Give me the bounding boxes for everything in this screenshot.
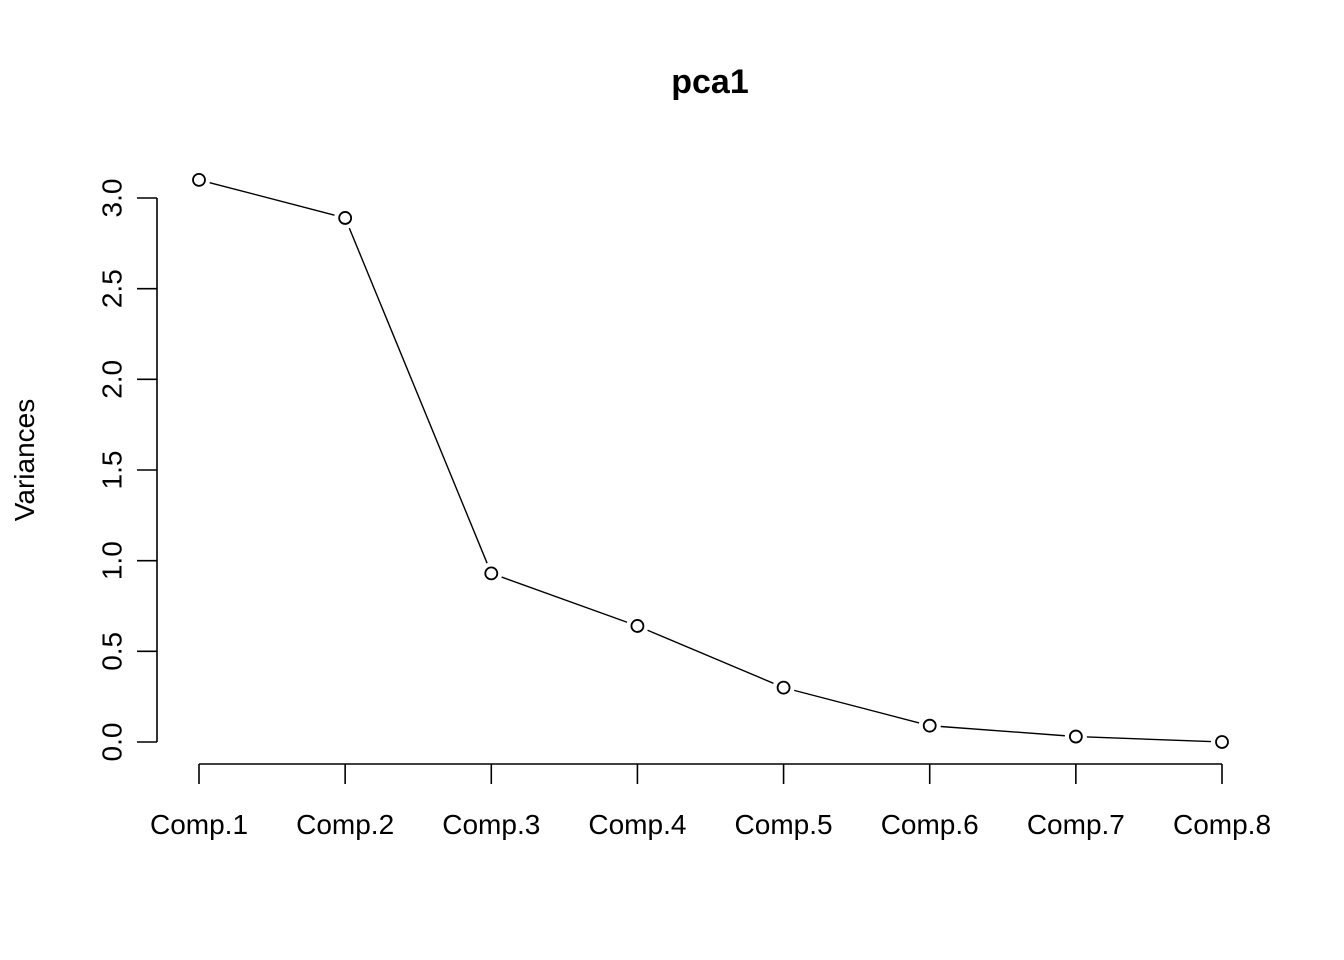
data-point <box>484 566 499 581</box>
x-tick-label: Comp.8 <box>1173 809 1271 840</box>
series-segment <box>209 181 335 216</box>
y-tick-label: 0.5 <box>97 632 128 671</box>
data-point <box>338 211 353 225</box>
y-tick-label: 1.5 <box>97 451 128 490</box>
x-tick-label: Comp.2 <box>296 809 394 840</box>
x-tick-label: Comp.6 <box>881 809 979 840</box>
x-tick-label: Comp.4 <box>588 809 686 840</box>
chart-title: pca1 <box>671 63 749 101</box>
x-axis: Comp.1 Comp.2 Comp.3 Comp.4 Comp.5 Comp.6 Comp… <box>150 763 1271 840</box>
x-tick-label: Comp.5 <box>735 809 833 840</box>
y-axis-label: Variances <box>9 399 40 521</box>
data-point <box>776 680 791 695</box>
y-tick-label: 0.0 <box>97 723 128 762</box>
series-segment <box>1086 736 1212 743</box>
data-point <box>192 172 206 187</box>
y-tick-label: 1.0 <box>97 541 128 580</box>
y-tick-label: 2.0 <box>97 360 128 399</box>
y-axis: 0.0 0.5 1.0 1.5 2.0 2.5 3.0 <box>97 179 158 762</box>
x-tick-label: Comp.3 <box>442 809 540 840</box>
y-tick-label: 3.0 <box>97 179 128 218</box>
x-tick-label: Comp.1 <box>150 809 248 840</box>
data-point <box>922 718 937 733</box>
series-segment <box>501 576 628 623</box>
data-point <box>1068 729 1083 744</box>
series-segment <box>647 629 774 684</box>
series-segment <box>794 689 920 724</box>
series-segment <box>940 725 1065 737</box>
data-point <box>630 619 645 633</box>
data-point <box>1215 735 1229 749</box>
y-tick-label: 2.5 <box>97 269 128 308</box>
x-tick-label: Comp.7 <box>1027 809 1125 840</box>
series-variances <box>192 172 1229 749</box>
series-segment <box>348 227 488 564</box>
